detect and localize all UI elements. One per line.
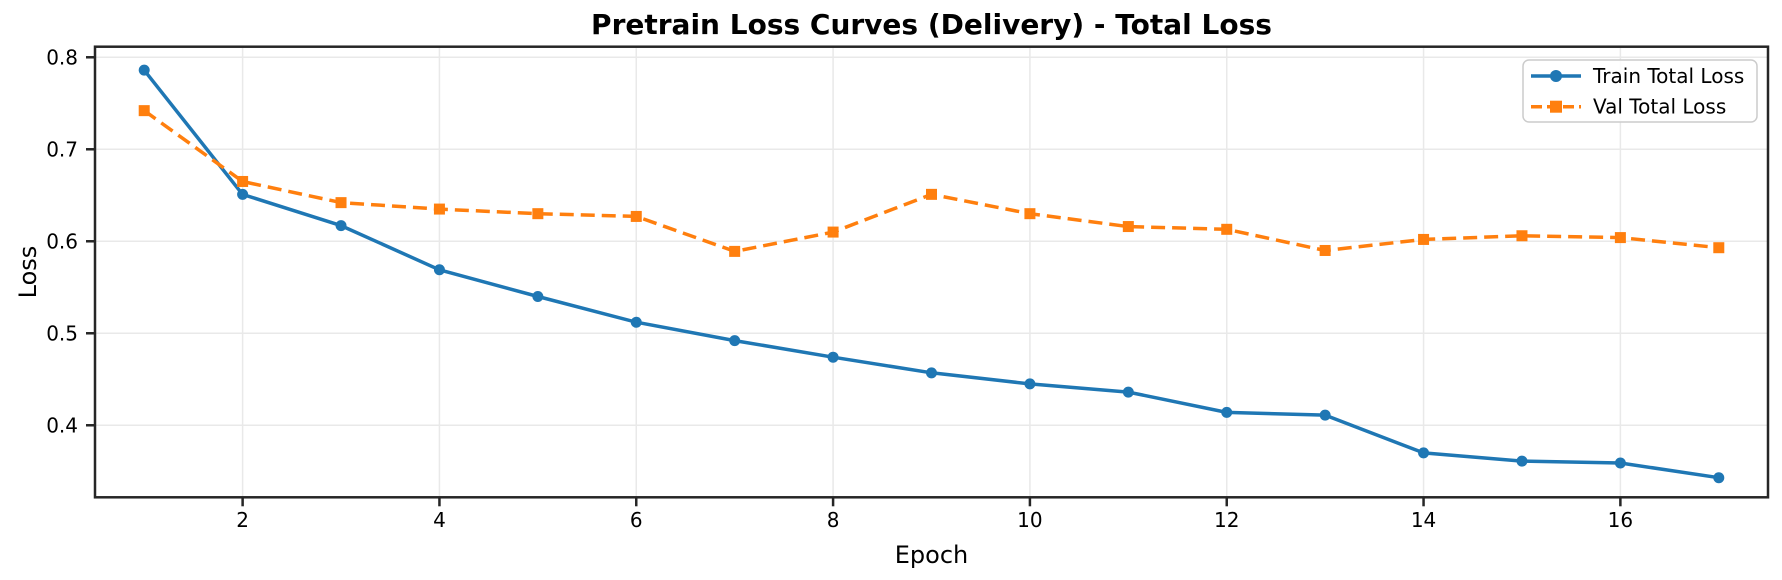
val-loss-marker bbox=[1614, 232, 1626, 244]
val-loss-marker bbox=[926, 188, 937, 200]
y-tick-label: 0.4 bbox=[46, 413, 78, 437]
train-loss-marker bbox=[335, 220, 347, 232]
train-loss-marker bbox=[630, 316, 642, 328]
y-tick-label: 0.5 bbox=[46, 321, 78, 345]
train-loss-line bbox=[142, 69, 1720, 480]
train-loss-marker bbox=[532, 290, 544, 302]
train-loss-marker bbox=[729, 335, 741, 347]
val-loss-marker bbox=[1319, 244, 1331, 256]
x-tick-label: 14 bbox=[1411, 508, 1436, 532]
val-loss-marker bbox=[335, 197, 347, 209]
val-loss-marker bbox=[1122, 221, 1134, 233]
train-loss-marker bbox=[138, 64, 150, 76]
val-loss-marker bbox=[1418, 233, 1430, 245]
train-loss-marker bbox=[926, 367, 937, 379]
train-loss-marker bbox=[433, 264, 445, 276]
chart-title: Pretrain Loss Curves (Delivery) - Total … bbox=[591, 8, 1272, 41]
x-axis-label: Epoch bbox=[895, 541, 969, 569]
train-loss-marker bbox=[827, 351, 839, 363]
legend: Train Total Loss Val Total Loss bbox=[1522, 59, 1758, 123]
val-loss-marker bbox=[433, 203, 445, 215]
x-tick-label: 2 bbox=[236, 508, 249, 532]
y-tick-label: 0.6 bbox=[46, 229, 78, 253]
train-loss-marker bbox=[1614, 457, 1626, 469]
val-loss-marker bbox=[1713, 242, 1725, 254]
x-tick-label: 8 bbox=[827, 508, 840, 532]
train-loss-marker bbox=[1319, 409, 1331, 421]
x-tick-label: 16 bbox=[1608, 508, 1633, 532]
x-tick-label: 12 bbox=[1214, 508, 1239, 532]
val-loss-marker bbox=[630, 210, 642, 222]
x-tick-label: 6 bbox=[630, 508, 643, 532]
train-loss-marker bbox=[1122, 386, 1134, 398]
train-loss-marker bbox=[1221, 406, 1233, 418]
train-loss-marker bbox=[1418, 447, 1430, 459]
y-tick-label: 0.7 bbox=[46, 137, 78, 161]
legend-marker-circle bbox=[1550, 70, 1562, 82]
y-tick-label: 0.8 bbox=[46, 45, 78, 69]
legend-marker-square bbox=[1550, 100, 1562, 113]
val-loss-marker bbox=[1221, 223, 1233, 235]
val-loss-marker bbox=[1516, 230, 1528, 242]
val-loss-marker bbox=[237, 175, 249, 187]
val-loss-marker bbox=[1024, 208, 1036, 220]
y-axis-label: Loss bbox=[14, 246, 42, 299]
val-loss-line bbox=[143, 109, 1719, 254]
x-tick-label: 10 bbox=[1017, 508, 1042, 532]
val-loss-marker bbox=[532, 208, 544, 220]
val-loss-marker bbox=[827, 226, 839, 238]
legend-box bbox=[1522, 59, 1758, 123]
val-loss-marker bbox=[138, 105, 150, 117]
val-loss-marker bbox=[729, 245, 741, 257]
legend-label: Train Total Loss bbox=[1592, 64, 1744, 88]
plot-border bbox=[93, 45, 1770, 499]
legend-label: Val Total Loss bbox=[1593, 95, 1726, 119]
train-loss-marker bbox=[237, 188, 249, 200]
x-tick-label: 4 bbox=[433, 508, 446, 532]
train-loss-marker bbox=[1024, 378, 1036, 390]
train-loss-marker bbox=[1713, 472, 1725, 484]
train-loss-marker bbox=[1516, 455, 1528, 467]
